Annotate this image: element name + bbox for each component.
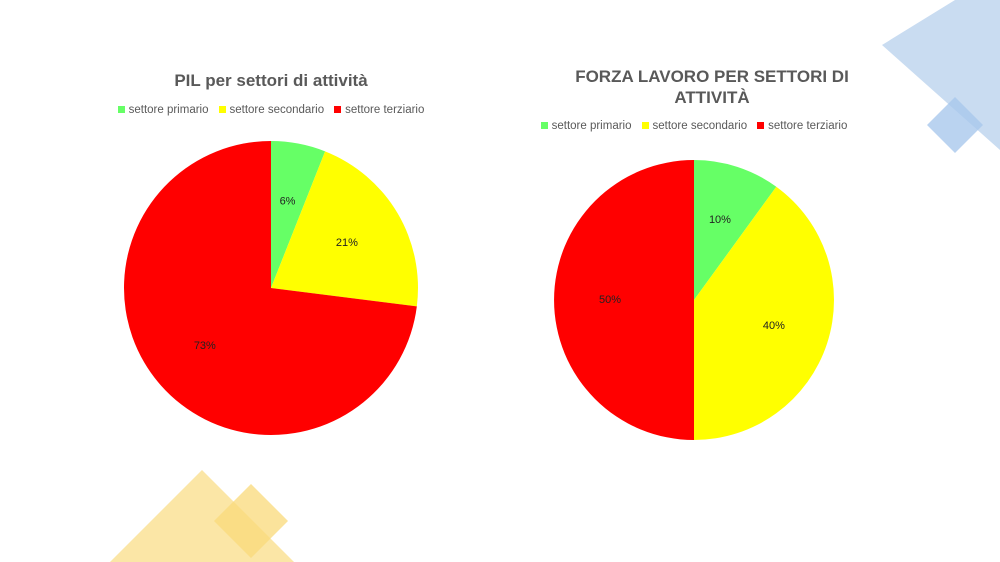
pie-slice xyxy=(271,141,326,288)
legend-swatch xyxy=(757,122,765,129)
legend-swatch xyxy=(641,122,649,129)
legend-label: settore primario xyxy=(551,120,632,132)
value-label: 40% xyxy=(763,320,785,332)
legend-item: settore terziario xyxy=(334,104,424,116)
legend-item: settore primario xyxy=(540,120,632,132)
value-label: 6% xyxy=(280,195,296,207)
pie-slice xyxy=(694,160,777,300)
chart-title: PIL per settori di attività xyxy=(174,71,368,90)
legend-label: settore primario xyxy=(128,104,209,116)
legend-item: settore secondario xyxy=(218,104,325,116)
pie-slice xyxy=(554,160,694,440)
legend-label: settore secondario xyxy=(229,104,325,116)
legend-item: settore primario xyxy=(117,104,209,116)
decoration xyxy=(110,0,1000,562)
value-label: 73% xyxy=(194,340,216,352)
chart-title: FORZA LAVORO PER SETTORI DI ATTIVITÀ xyxy=(575,67,849,107)
value-label: 21% xyxy=(336,237,358,249)
legend-item: settore terziario xyxy=(757,120,847,132)
value-label: 10% xyxy=(709,214,731,226)
legend-swatch xyxy=(540,122,548,129)
legend-item: settore secondario xyxy=(641,120,748,132)
legend-swatch xyxy=(334,106,342,113)
pie-slice xyxy=(123,141,417,435)
legend-swatch xyxy=(218,106,226,113)
blue-diamond-small xyxy=(927,97,983,153)
legend-label: settore terziario xyxy=(345,104,425,116)
value-label: 50% xyxy=(599,294,621,306)
pie-slice xyxy=(271,151,418,307)
pie-slice xyxy=(694,186,834,440)
legend: settore primario settore secondario settor… xyxy=(444,120,944,132)
yellow-diamond xyxy=(214,484,288,558)
legend-swatch xyxy=(117,106,125,113)
legend-label: settore secondario xyxy=(652,120,748,132)
legend: settore primario settore secondario settor… xyxy=(21,104,521,116)
legend-label: settore terziario xyxy=(768,120,848,132)
